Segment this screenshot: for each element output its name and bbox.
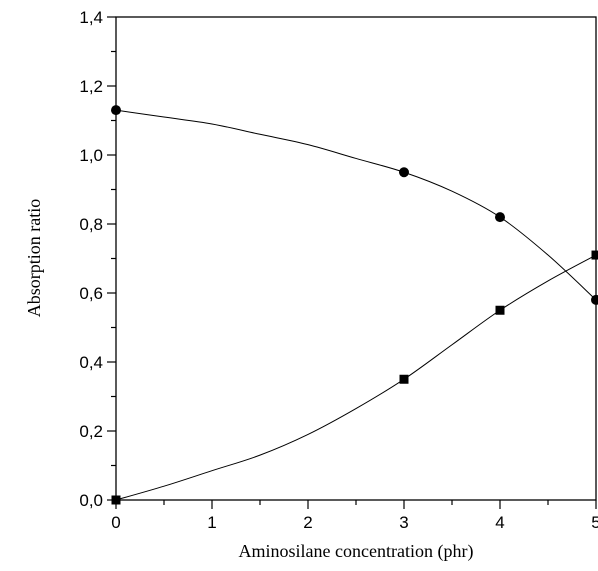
x-axis-title: Aminosilane concentration (phr) — [239, 541, 474, 562]
square-data-point — [591, 250, 598, 260]
square-data-point — [495, 305, 505, 315]
y-tick-label: 0,0 — [79, 491, 103, 510]
curves — [115, 109, 597, 501]
y-tick-label: 1,2 — [79, 77, 103, 96]
y-tick-label: 0,6 — [79, 284, 103, 303]
ticks — [107, 16, 597, 509]
square-data-point — [399, 374, 409, 384]
series-1-line — [115, 109, 597, 301]
y-tick-label: 0,8 — [79, 215, 103, 234]
x-tick-label: 2 — [303, 513, 312, 532]
y-tick-label: 1,4 — [79, 8, 103, 27]
y-tick-label: 1,0 — [79, 146, 103, 165]
square-data-point — [111, 495, 121, 505]
series-2-line — [115, 254, 597, 501]
circle-data-point — [111, 105, 121, 116]
markers — [111, 105, 598, 505]
plot-frame — [115, 16, 597, 501]
x-tick-label: 0 — [111, 513, 120, 532]
y-tick-label: 0,4 — [79, 353, 103, 372]
x-tick-label: 3 — [399, 513, 408, 532]
x-tick-label: 1 — [207, 513, 216, 532]
circle-data-point — [495, 212, 505, 223]
circle-data-point — [591, 294, 598, 305]
y-axis-title: Absorption ratio — [24, 199, 44, 318]
x-tick-label: 5 — [591, 513, 598, 532]
circle-data-point — [399, 167, 409, 178]
x-tick-label: 4 — [495, 513, 504, 532]
y-tick-label: 0,2 — [79, 422, 103, 441]
tick-labels: 0 1 2 3 4 5 0,0 0,2 0,4 0,6 0,8 1,0 1,2 1,4 — [79, 8, 598, 532]
